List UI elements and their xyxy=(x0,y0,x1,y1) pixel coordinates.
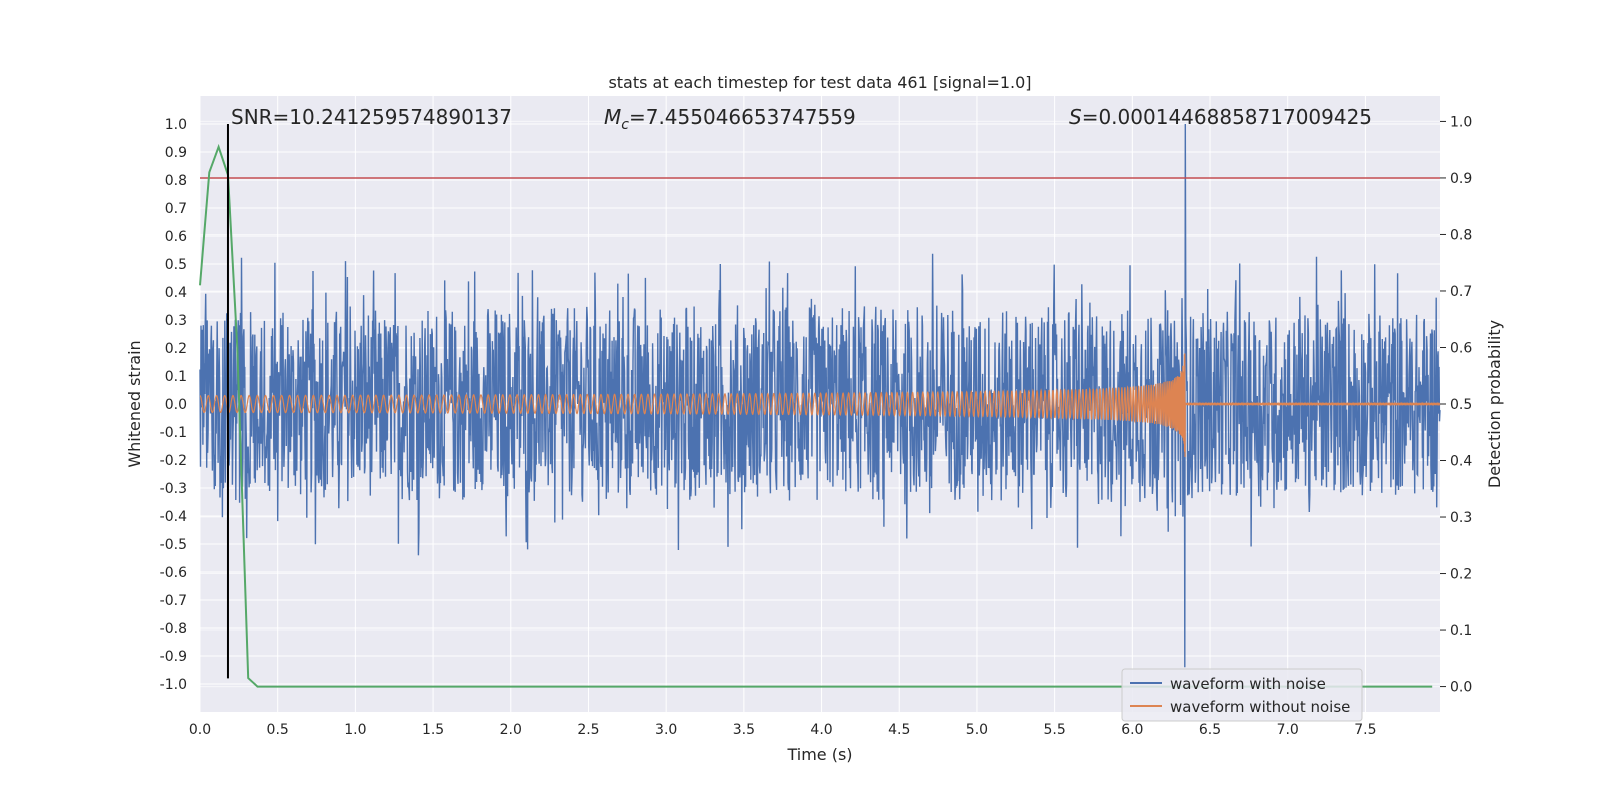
series-layer xyxy=(199,123,1441,688)
left-tick-label: -0.4 xyxy=(160,509,187,525)
left-tick-label: 0.4 xyxy=(165,285,187,301)
x-tick-label: 2.5 xyxy=(577,722,599,738)
x-tick-label: 7.0 xyxy=(1277,722,1299,738)
right-tick-label: 0.1 xyxy=(1450,623,1472,639)
left-tick-label: -0.1 xyxy=(160,425,187,441)
legend-label-with-noise: waveform with noise xyxy=(1170,675,1326,693)
x-tick-label: 3.0 xyxy=(655,722,677,738)
series-detection-probability xyxy=(199,143,1433,688)
mc-value: =7.455046653747559 xyxy=(629,105,856,129)
s-value: =0.00014468858717009425 xyxy=(1082,105,1372,129)
series-waveform-without-noise xyxy=(199,353,1441,458)
right-axis-ticks: 1.0 0.9 0.8 0.7 0.6 0.5 0.4 0.3 0.2 0.1 0.0 xyxy=(1440,114,1472,696)
snr-annotation: SNR=10.241259574890137 xyxy=(231,105,512,129)
left-tick-label: -1.0 xyxy=(160,677,187,693)
left-tick-label: 0.5 xyxy=(165,257,187,273)
right-tick-label: 0.3 xyxy=(1450,510,1472,526)
left-axis-label: Whitened strain xyxy=(125,340,144,467)
mc-annotation: Mc=7.455046653747559 xyxy=(604,105,856,133)
mc-subscript: c xyxy=(621,117,629,133)
left-tick-label: 0.9 xyxy=(165,145,187,161)
legend-label-without-noise: waveform without noise xyxy=(1170,698,1350,716)
x-tick-label: 2.0 xyxy=(500,722,522,738)
right-tick-label: 0.7 xyxy=(1450,284,1472,300)
left-tick-label: -0.2 xyxy=(160,453,187,469)
left-tick-label: 0.7 xyxy=(165,201,187,217)
left-tick-label: 0.8 xyxy=(165,173,187,189)
right-tick-label: 1.0 xyxy=(1450,114,1472,130)
x-tick-label: 5.0 xyxy=(966,722,988,738)
s-symbol: S xyxy=(1069,105,1082,129)
left-tick-label: -0.8 xyxy=(160,621,187,637)
s-annotation: S=0.00014468858717009425 xyxy=(1069,105,1372,129)
x-axis-ticks: 0.0 0.5 1.0 1.5 2.0 2.5 3.0 3.5 4.0 4.5 5.0 5.5 6.0 6… xyxy=(189,722,1377,738)
left-tick-label: 0.3 xyxy=(165,313,187,329)
series-waveform-with-noise xyxy=(199,123,1441,668)
left-tick-label: -0.3 xyxy=(160,481,187,497)
x-tick-label: 0.5 xyxy=(267,722,289,738)
mc-symbol: M xyxy=(604,105,621,129)
left-tick-label: 0.6 xyxy=(165,229,187,245)
x-tick-label: 6.0 xyxy=(1121,722,1143,738)
left-tick-label: 0.1 xyxy=(165,369,187,385)
x-tick-label: 1.5 xyxy=(422,722,444,738)
legend: waveform with noise waveform without noi… xyxy=(1121,668,1363,722)
left-tick-label: -0.5 xyxy=(160,537,187,553)
left-tick-label: -0.6 xyxy=(160,565,187,581)
chart-title: stats at each timestep for test data 461… xyxy=(608,73,1031,92)
right-tick-label: 0.0 xyxy=(1450,680,1472,696)
x-tick-label: 7.5 xyxy=(1354,722,1376,738)
x-tick-label: 3.5 xyxy=(733,722,755,738)
x-tick-label: 5.5 xyxy=(1044,722,1066,738)
x-tick-label: 4.5 xyxy=(888,722,910,738)
right-tick-label: 0.5 xyxy=(1450,397,1472,413)
left-tick-label: 0.0 xyxy=(165,397,187,413)
x-tick-label: 6.5 xyxy=(1199,722,1221,738)
right-axis-label: Detection probability xyxy=(1485,320,1504,488)
x-tick-label: 0.0 xyxy=(189,722,211,738)
left-tick-label: 1.0 xyxy=(165,117,187,133)
right-tick-label: 0.2 xyxy=(1450,567,1472,583)
right-tick-label: 0.9 xyxy=(1450,171,1472,187)
right-tick-label: 0.6 xyxy=(1450,340,1472,356)
legend-box xyxy=(1121,668,1363,722)
left-axis-ticks: 1.0 0.9 0.8 0.7 0.6 0.5 0.4 0.3 0.2 0.1 0.0 -0.1 -0.… xyxy=(160,117,187,693)
left-tick-label: -0.7 xyxy=(160,593,187,609)
x-tick-label: 4.0 xyxy=(810,722,832,738)
x-axis-label: Time (s) xyxy=(786,745,852,764)
left-tick-label: 0.2 xyxy=(165,341,187,357)
right-tick-label: 0.8 xyxy=(1450,227,1472,243)
x-tick-label: 1.0 xyxy=(344,722,366,738)
right-tick-label: 0.4 xyxy=(1450,454,1472,470)
left-tick-label: -0.9 xyxy=(160,649,187,665)
